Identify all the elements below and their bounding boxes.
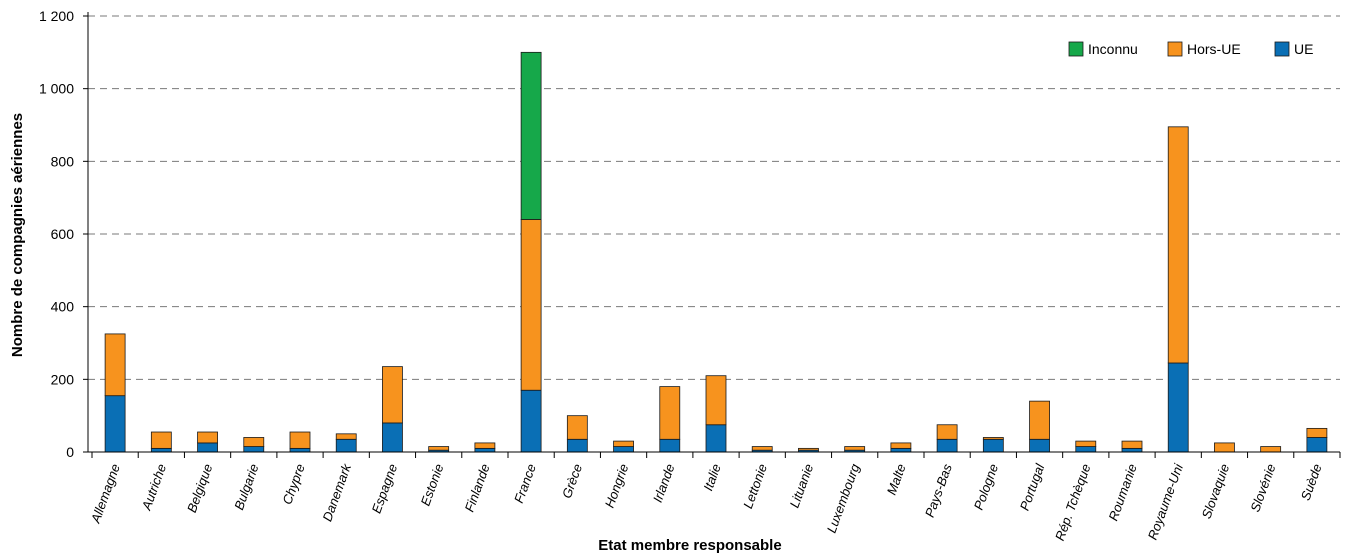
x-tick-label: Slovénie bbox=[1247, 462, 1278, 514]
bar-horsue-26 bbox=[1306, 427, 1328, 438]
x-tick-label: Danemark bbox=[319, 460, 354, 523]
x-axis-title: Etat membre responsable bbox=[598, 537, 781, 554]
bar-horsue-7 bbox=[428, 446, 450, 451]
bar-ue-3 bbox=[243, 446, 265, 453]
y-tick-label: 400 bbox=[51, 299, 75, 315]
bar-horsue-16 bbox=[844, 446, 866, 451]
x-tick-label: Suède bbox=[1298, 462, 1325, 502]
bar-ue-20 bbox=[1029, 438, 1050, 453]
legend: Inconnu Hors-UE UE bbox=[1068, 41, 1313, 57]
x-tick-label: Royaume-Uni bbox=[1145, 461, 1187, 542]
x-tick-label: Malte bbox=[884, 462, 909, 497]
x-tick-label: Hongrie bbox=[602, 462, 632, 510]
bar-horsue-19 bbox=[982, 437, 1004, 440]
x-tick-label: Luxembourg bbox=[824, 461, 863, 535]
legend-swatch-horsue bbox=[1167, 41, 1183, 57]
bar-horsue-3 bbox=[243, 437, 265, 447]
bar-ue-5 bbox=[335, 438, 357, 453]
y-tick-label: 800 bbox=[51, 153, 75, 169]
bar-horsue-14 bbox=[751, 446, 773, 451]
x-tick-label: Lituanie bbox=[787, 462, 817, 510]
bar-ue-6 bbox=[382, 422, 403, 453]
bar-horsue-20 bbox=[1029, 400, 1050, 440]
y-tick-label: 200 bbox=[51, 371, 75, 387]
bar-ue-22 bbox=[1121, 447, 1143, 453]
x-tick-label: Finlande bbox=[462, 462, 493, 514]
bar-horsue-9 bbox=[520, 219, 542, 391]
bar-ue-17 bbox=[890, 447, 912, 453]
x-tick-label: Estonie bbox=[418, 462, 447, 508]
bar-horsue-18 bbox=[936, 424, 958, 440]
x-tick-label: Slovaquie bbox=[1199, 462, 1233, 521]
x-tick-label: Autriche bbox=[138, 462, 169, 513]
x-tick-label: Allemagne bbox=[87, 462, 122, 526]
x-tick-label: Irlande bbox=[650, 462, 678, 504]
gridlines bbox=[83, 15, 1340, 453]
x-tick-labels: Allemagne Autriche Belgique Bulgarie Chypre D… bbox=[87, 460, 1324, 542]
x-tick-label: Lettonie bbox=[740, 462, 770, 511]
y-tick-label: 600 bbox=[51, 226, 75, 242]
y-tick-label: 1 200 bbox=[39, 8, 74, 24]
legend-label-inconnu: Inconnu bbox=[1088, 41, 1138, 57]
bar-horsue-6 bbox=[382, 366, 403, 424]
bar-ue-9 bbox=[520, 389, 542, 453]
bar-horsue-4 bbox=[289, 431, 311, 449]
bar-horsue-13 bbox=[705, 375, 727, 426]
x-tick-label: Portugal bbox=[1017, 461, 1048, 513]
bar-horsue-10 bbox=[566, 415, 588, 440]
axes bbox=[87, 12, 1341, 458]
bar-horsue-22 bbox=[1121, 440, 1143, 449]
x-tick-label: Italie bbox=[700, 462, 723, 493]
bar-horsue-12 bbox=[659, 386, 681, 440]
legend-label-horsue: Hors-UE bbox=[1187, 41, 1241, 57]
bar-horsue-5 bbox=[335, 433, 357, 440]
bar-horsue-21 bbox=[1075, 440, 1097, 447]
x-tick-label: Pologne bbox=[971, 462, 1001, 512]
x-tick-label: Chypre bbox=[279, 462, 307, 507]
bar-ue-11 bbox=[613, 446, 634, 453]
bar-horsue-8 bbox=[474, 442, 496, 449]
bar-horsue-17 bbox=[890, 442, 912, 449]
x-tick-label: Rép. Tchèque bbox=[1052, 462, 1094, 543]
bar-ue-10 bbox=[566, 438, 588, 453]
x-tick-label: Espagne bbox=[369, 462, 401, 515]
bar-horsue-11 bbox=[613, 440, 634, 447]
bars bbox=[104, 51, 1328, 453]
bar-horsue-2 bbox=[197, 431, 218, 444]
legend-swatch-inconnu bbox=[1068, 41, 1084, 57]
y-tick-label: 0 bbox=[66, 444, 74, 460]
bar-ue-4 bbox=[289, 447, 311, 453]
bar-horsue-15 bbox=[798, 447, 819, 451]
bar-horsue-25 bbox=[1260, 446, 1282, 453]
bar-ue-26 bbox=[1306, 437, 1328, 453]
bar-ue-23 bbox=[1167, 362, 1189, 453]
y-axis-title: Nombre de compagnies aériennes bbox=[9, 113, 26, 357]
bar-ue-13 bbox=[705, 424, 727, 453]
bar-ue-21 bbox=[1075, 446, 1097, 453]
bar-ue-12 bbox=[659, 438, 681, 453]
bar-horsue-1 bbox=[150, 431, 172, 449]
x-tick-label: Pays-Bas bbox=[922, 461, 955, 519]
bar-ue-2 bbox=[197, 442, 218, 453]
legend-swatch-ue bbox=[1274, 41, 1290, 57]
bar-ue-8 bbox=[474, 447, 496, 453]
bar-ue-18 bbox=[936, 438, 958, 453]
x-tick-label: Bulgarie bbox=[231, 462, 261, 512]
x-tick-label: Grèce bbox=[559, 462, 585, 500]
bar-horsue-23 bbox=[1167, 126, 1189, 364]
bar-ue-0 bbox=[104, 395, 126, 453]
bar-horsue-0 bbox=[104, 333, 126, 397]
x-tick-label: Roumanie bbox=[1105, 462, 1139, 523]
x-tick-label: Belgique bbox=[184, 462, 215, 515]
y-tick-label: 1 000 bbox=[39, 81, 74, 97]
y-tick-labels: 0 200 400 600 800 1 000 1 200 bbox=[39, 8, 74, 460]
bar-ue-1 bbox=[150, 447, 172, 453]
bar-horsue-24 bbox=[1214, 442, 1235, 453]
bar-ue-19 bbox=[982, 438, 1004, 453]
legend-label-ue: UE bbox=[1294, 41, 1313, 57]
bar-inconnu-9 bbox=[520, 51, 542, 220]
x-tick-label: France bbox=[511, 462, 539, 505]
